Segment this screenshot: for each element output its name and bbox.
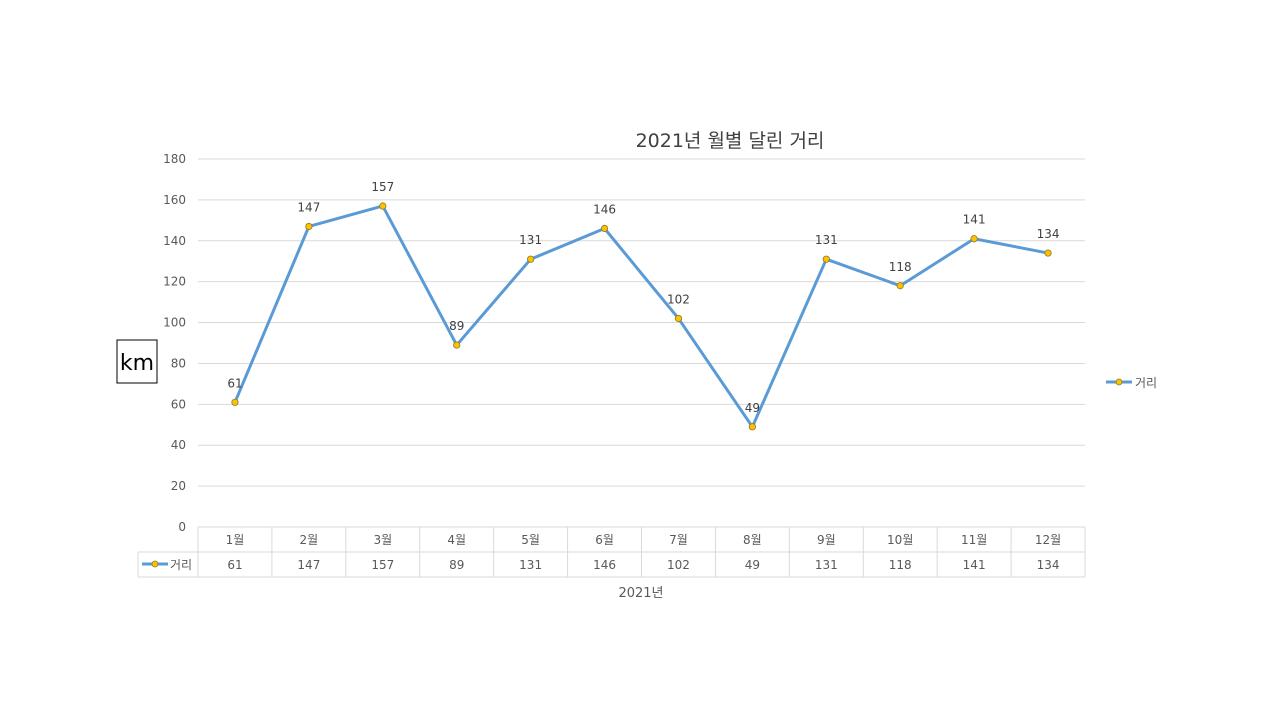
table-legend-marker-icon bbox=[151, 560, 159, 568]
y-axis-title-box: km bbox=[116, 339, 158, 384]
data-label: 157 bbox=[371, 180, 394, 194]
data-table: 1월 61 2월 147 3월 157 4월 89 5월 131 6월 146 7월 102 8월 49 9월 1… bbox=[137, 526, 1086, 578]
data-labels: 61 147 157 89 131 146 102 49 131 118 141 134 bbox=[227, 180, 1059, 415]
y-tick-label: 60 bbox=[171, 397, 186, 411]
data-label: 131 bbox=[519, 233, 542, 247]
data-point bbox=[1044, 249, 1052, 257]
y-tick-label: 80 bbox=[171, 356, 186, 370]
y-tick-label: 140 bbox=[163, 234, 186, 248]
data-label: 102 bbox=[667, 292, 690, 306]
gridlines bbox=[198, 158, 1085, 487]
table-value-cell: 118 bbox=[889, 558, 912, 572]
table-category-cell: 4월 bbox=[447, 533, 466, 547]
data-label: 118 bbox=[889, 260, 912, 274]
table-category-cell: 6월 bbox=[595, 533, 614, 547]
y-tick-label: 20 bbox=[171, 479, 186, 493]
table-value-cell: 131 bbox=[815, 558, 838, 572]
y-tick-label: 120 bbox=[163, 275, 186, 289]
table-value-cell: 141 bbox=[963, 558, 986, 572]
data-point bbox=[379, 202, 387, 210]
data-point bbox=[527, 255, 535, 263]
legend-marker-icon bbox=[1115, 378, 1123, 386]
table-category-cell: 8월 bbox=[743, 533, 762, 547]
data-label: 131 bbox=[815, 233, 838, 247]
table-category-cell: 1월 bbox=[226, 533, 245, 547]
table-category-cell: 11월 bbox=[961, 533, 987, 547]
table-series-name: 거리 bbox=[170, 558, 192, 572]
data-point bbox=[822, 255, 830, 263]
data-point bbox=[970, 235, 978, 243]
y-tick-label: 180 bbox=[163, 152, 186, 166]
table-value-cell: 146 bbox=[593, 558, 616, 572]
y-tick-label: 0 bbox=[178, 520, 186, 534]
data-label: 49 bbox=[745, 401, 760, 415]
table-value-cell: 157 bbox=[371, 558, 394, 572]
y-tick-label: 40 bbox=[171, 438, 186, 452]
table-value-cell: 134 bbox=[1037, 558, 1060, 572]
data-point bbox=[231, 398, 239, 406]
table-category-cell: 5월 bbox=[521, 533, 540, 547]
x-axis-title: 2021년 bbox=[618, 586, 663, 601]
data-point bbox=[748, 423, 756, 431]
data-label: 141 bbox=[963, 213, 986, 227]
data-label: 147 bbox=[297, 200, 320, 214]
data-point bbox=[600, 224, 609, 233]
table-category-cell: 9월 bbox=[817, 533, 836, 547]
data-point bbox=[305, 222, 313, 231]
legend: 거리 bbox=[1106, 376, 1157, 390]
table-value-cell: 49 bbox=[745, 558, 760, 572]
data-point bbox=[453, 341, 461, 349]
table-category-cell: 10월 bbox=[887, 533, 913, 547]
table-value-cell: 61 bbox=[227, 558, 242, 572]
legend-label: 거리 bbox=[1135, 376, 1157, 390]
series-line-group bbox=[231, 202, 1052, 431]
data-label: 146 bbox=[593, 203, 616, 217]
y-axis-ticks: 0 20 40 60 80 100 120 140 160 180 bbox=[163, 152, 186, 534]
y-tick-label: 160 bbox=[163, 193, 186, 207]
table-category-cell: 12월 bbox=[1035, 533, 1061, 547]
chart-title: 2021년 월별 달린 거리 bbox=[636, 130, 825, 152]
table-value-cell: 131 bbox=[519, 558, 542, 572]
table-category-cell: 2월 bbox=[300, 533, 319, 547]
series-line bbox=[233, 204, 1050, 429]
data-label: 61 bbox=[227, 376, 242, 390]
table-value-cell: 147 bbox=[297, 558, 320, 572]
table-value-cell: 102 bbox=[667, 558, 690, 572]
y-axis-title: km bbox=[120, 351, 154, 376]
data-label: 89 bbox=[449, 319, 464, 333]
data-point bbox=[896, 282, 904, 290]
table-value-cell: 89 bbox=[449, 558, 464, 572]
table-category-cell: 3월 bbox=[373, 533, 392, 547]
table-category-cell: 7월 bbox=[669, 533, 688, 547]
data-point bbox=[674, 314, 683, 323]
y-tick-label: 100 bbox=[163, 316, 186, 330]
data-label: 134 bbox=[1037, 227, 1060, 241]
